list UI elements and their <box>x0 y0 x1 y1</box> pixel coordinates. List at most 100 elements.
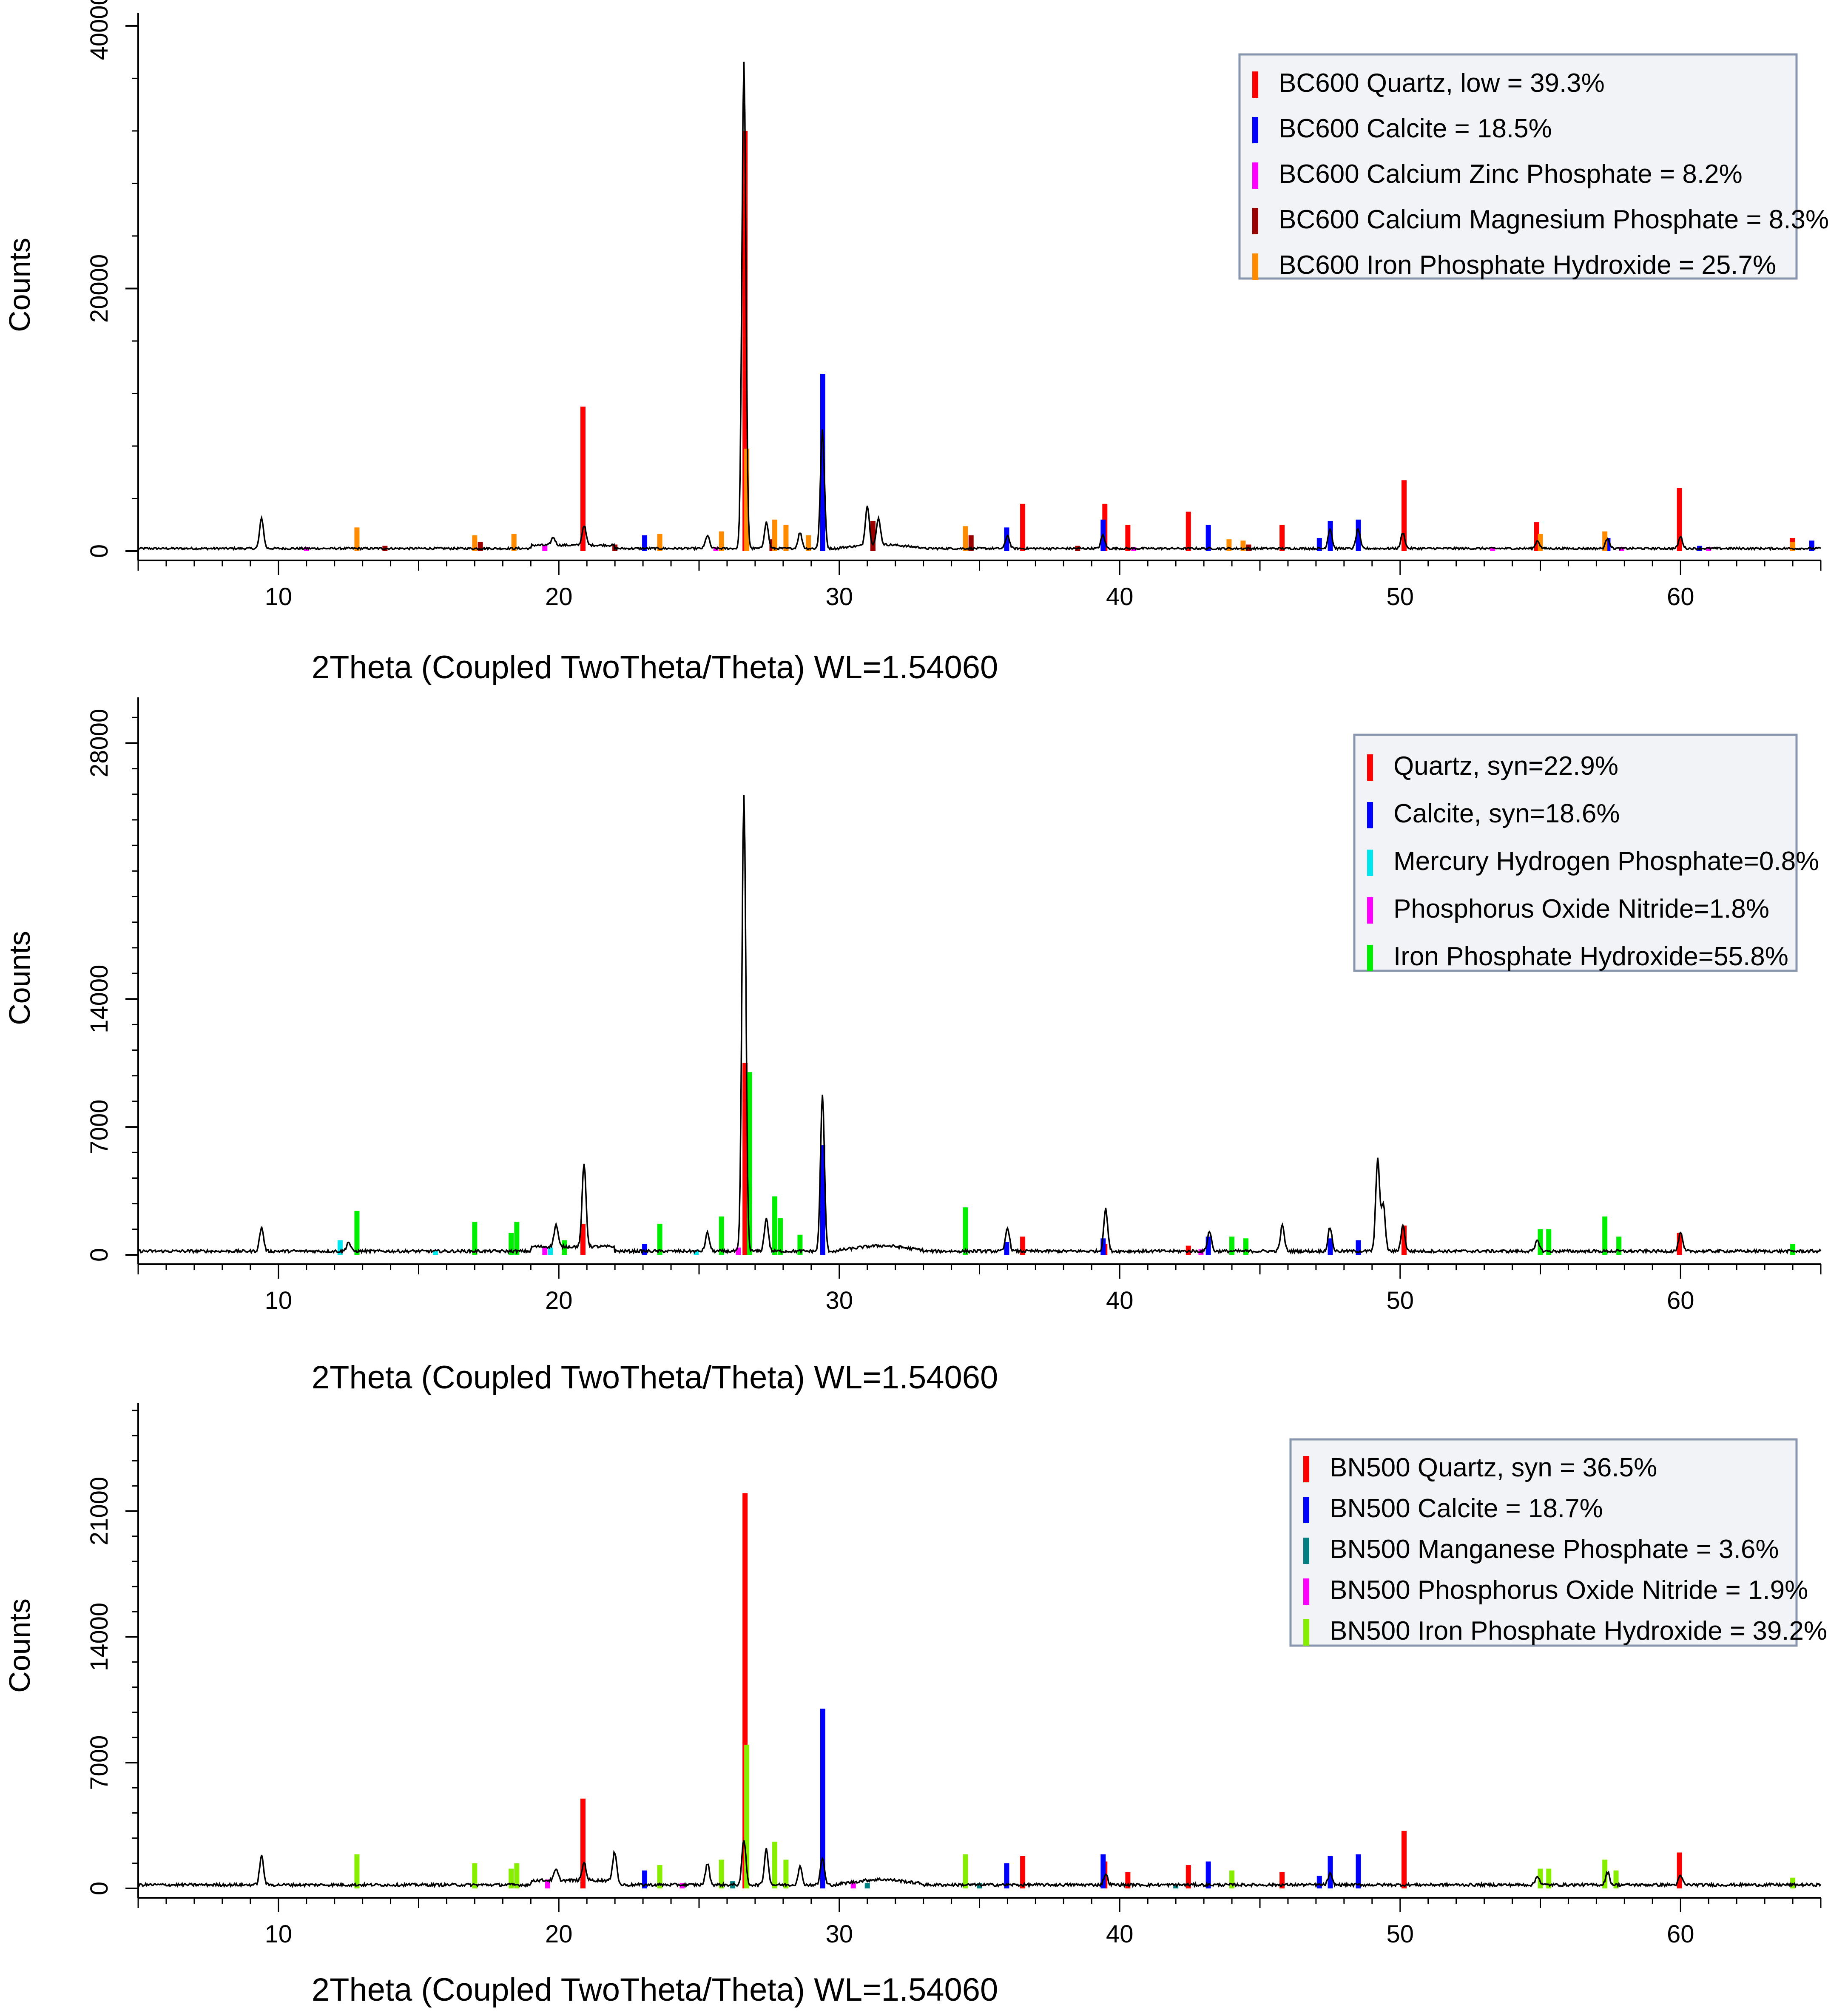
legend-entry: BN500 Phosphorus Oxide Nitride = 1.9% <box>1330 1575 1808 1605</box>
y-tick-label: 0 <box>85 1248 113 1262</box>
x-tick-label: 50 <box>1386 583 1414 611</box>
phase-bar <box>783 525 789 551</box>
series-3-bars <box>337 1240 699 1255</box>
phase-bar <box>719 1216 724 1255</box>
phase-bar <box>1173 1885 1179 1888</box>
x-tick-label: 40 <box>1106 583 1134 611</box>
series-2-bars <box>642 374 1814 551</box>
x-tick-label: 10 <box>264 583 292 611</box>
legend-entry: BC600 Iron Phosphate Hydroxide = 25.7% <box>1279 250 1776 280</box>
x-tick-label: 20 <box>545 583 573 611</box>
series-1-bars <box>580 1493 1682 1888</box>
chart-panel-2: 0 7000 14000 28000 Counts 10 20 30 40 50 60 2Theta … <box>3 697 1822 1396</box>
phase-bar <box>1316 1876 1322 1888</box>
phase-bar <box>1602 1860 1608 1888</box>
phase-bar <box>1004 1242 1009 1255</box>
legend-entry: BC600 Quartz, low = 39.3% <box>1279 68 1605 98</box>
x-tick-label: 30 <box>825 1920 853 1948</box>
phase-bar <box>820 374 825 551</box>
legend-entry: BC600 Calcite = 18.5% <box>1279 114 1552 143</box>
phase-bar <box>1279 525 1285 551</box>
phase-bar <box>719 531 724 551</box>
phase-bar <box>542 1247 548 1255</box>
phase-bar <box>963 1207 968 1255</box>
legend-entry: Quartz, syn=22.9% <box>1393 751 1618 781</box>
y-tick-label: 28000 <box>85 709 113 777</box>
x-tick-label: 60 <box>1667 1287 1694 1314</box>
phase-bar <box>772 519 778 551</box>
phase-bar <box>1602 1216 1608 1255</box>
y-tick-label: 20000 <box>85 254 113 323</box>
phase-bar <box>514 1863 520 1888</box>
legend-box: BC600 Quartz, low = 39.3% BC600 Calcite =… <box>1238 53 1828 280</box>
legend-entry: BC600 Calcium Zinc Phosphate = 8.2% <box>1279 159 1743 189</box>
phase-bar <box>1490 547 1495 551</box>
x-axis-label: 2Theta (Coupled TwoTheta/Theta) WL=1.540… <box>312 649 998 685</box>
phase-bar <box>433 1251 438 1255</box>
y-tick-label: 40000 <box>85 0 113 60</box>
phase-bar <box>1004 1863 1009 1888</box>
series-1-bars <box>580 1063 1682 1255</box>
phase-bar <box>354 1211 360 1255</box>
legend-box: Quartz, syn=22.9% Calcite, syn=18.6% Mercu… <box>1353 734 1819 972</box>
series-5-bars <box>354 1744 1796 1888</box>
phase-bar <box>806 535 811 551</box>
legend-swatch <box>1367 850 1373 876</box>
legend-swatch <box>1252 117 1258 143</box>
phase-bar <box>580 407 586 551</box>
y-axis-label: Counts <box>3 1598 36 1693</box>
x-tick-label: 10 <box>264 1920 292 1948</box>
phase-bar <box>850 1883 856 1888</box>
legend-frame <box>1238 53 1798 280</box>
phase-bar <box>1205 525 1211 551</box>
chart-panel-1: 0 20000 40000 Counts 10 20 30 40 50 60 2Theta (Cou… <box>3 0 1828 685</box>
chart-panel-3: 0 7000 14000 21000 Counts 10 20 30 40 50 60 2Theta … <box>3 1403 1827 2008</box>
x-tick-label: 60 <box>1667 1920 1694 1948</box>
phase-bar <box>1328 520 1333 551</box>
measured-pattern-line <box>137 62 1821 552</box>
series-2-bars <box>642 1709 1361 1888</box>
legend-swatch <box>1367 802 1373 828</box>
y-axis-label: Counts <box>3 931 36 1025</box>
y-axis-label: Counts <box>3 238 36 332</box>
x-tick-label: 30 <box>825 1287 853 1314</box>
phase-bar <box>1131 547 1137 551</box>
phase-bar <box>1677 1233 1682 1255</box>
phase-bar <box>778 1218 783 1255</box>
phase-bar <box>1677 488 1682 551</box>
phase-bar <box>1401 1226 1407 1255</box>
x-tick-label: 50 <box>1386 1287 1414 1314</box>
legend-entry: BC600 Calcium Magnesium Phosphate = 8.3% <box>1279 205 1828 234</box>
phase-bar <box>1185 512 1191 551</box>
y-tick-label: 0 <box>85 544 113 558</box>
phase-bar <box>580 1798 586 1888</box>
y-tick-label: 14000 <box>85 965 113 1033</box>
x-tick-label: 60 <box>1667 583 1694 611</box>
phase-bar <box>472 1222 478 1255</box>
legend-swatch <box>1303 1619 1309 1646</box>
phase-bar <box>1401 480 1407 551</box>
phase-bar <box>1356 1854 1361 1888</box>
series-5-bars <box>354 1072 1796 1255</box>
phase-bar <box>657 1865 662 1888</box>
x-axis-label: 2Theta (Coupled TwoTheta/Theta) WL=1.540… <box>312 1359 998 1396</box>
legend-swatch <box>1303 1538 1309 1564</box>
phase-bar <box>1205 1861 1211 1888</box>
y-tick-label: 7000 <box>85 1100 113 1154</box>
y-tick-label: 7000 <box>85 1735 113 1790</box>
x-tick-label: 40 <box>1106 1920 1134 1948</box>
legend-swatch <box>1367 754 1373 781</box>
phase-bar <box>1706 547 1711 551</box>
phase-bar <box>1401 1831 1407 1888</box>
legend-frame <box>1353 734 1798 972</box>
phase-bar <box>772 1842 778 1888</box>
phase-bar <box>963 526 968 551</box>
legend-swatch <box>1252 162 1258 189</box>
legend-entry: BN500 Iron Phosphate Hydroxide = 39.2% <box>1330 1616 1827 1646</box>
phase-bar <box>472 1863 478 1888</box>
legend-frame <box>1289 1438 1798 1647</box>
phase-bar <box>354 527 360 551</box>
legend-swatch <box>1252 208 1258 234</box>
x-tick-label: 50 <box>1386 1920 1414 1948</box>
legend-swatch <box>1367 945 1373 971</box>
